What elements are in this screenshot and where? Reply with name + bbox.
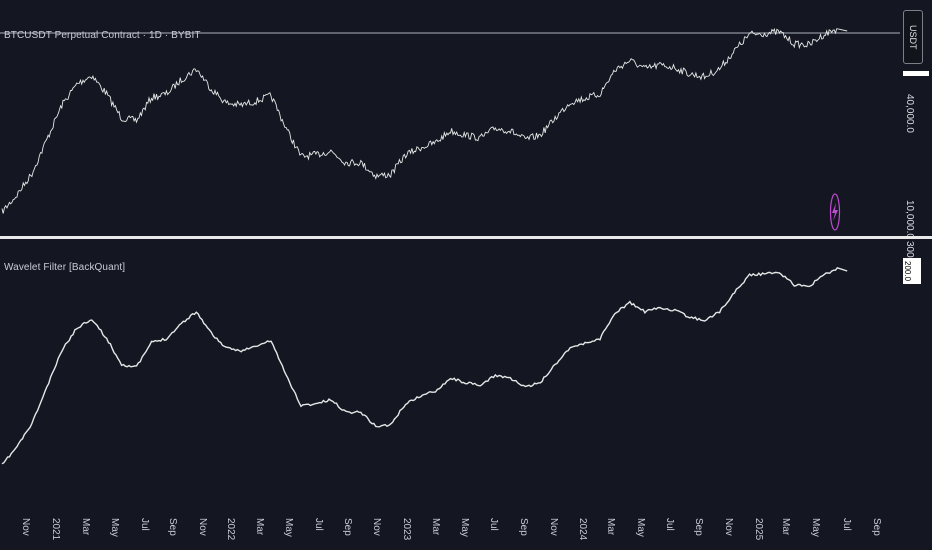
price-series-line — [1, 27, 848, 214]
price-pane-title: BTCUSDT Perpetual Contract · 1D · BYBIT — [4, 30, 201, 41]
time-axis-label: Sep — [167, 518, 178, 536]
time-axis-label: Nov — [197, 518, 208, 536]
time-axis-label: Sep — [342, 518, 353, 536]
indicator-value-tag: 200.0 — [903, 258, 921, 284]
time-axis-label: Sep — [693, 518, 704, 536]
time-axis-label: Jul — [841, 518, 852, 531]
price-tag-bar — [903, 71, 929, 76]
time-axis-label: Sep — [518, 518, 529, 536]
time-axis-label: Nov — [548, 518, 559, 536]
time-axis-label: May — [459, 518, 470, 537]
time-axis-label: 2022 — [225, 518, 236, 541]
time-axis-label: Sep — [871, 518, 882, 536]
time-axis-label: 2021 — [50, 518, 61, 541]
time-axis-label: 2025 — [753, 518, 764, 541]
price-scale-label: 40,000.0 — [904, 94, 915, 133]
time-axis: Nov 2021 Mar May Jul Sep Nov 2022 Mar May Jul Sep No… — [20, 518, 882, 541]
time-axis-label: May — [283, 518, 294, 537]
time-axis-label: May — [810, 518, 821, 537]
time-axis-label: Jul — [139, 518, 150, 531]
wavelet-filter-line — [1, 266, 848, 465]
pane-divider[interactable] — [0, 236, 932, 239]
currency-label: USDT — [908, 25, 918, 50]
price-pane-plot[interactable] — [0, 27, 900, 214]
time-axis-label: Nov — [20, 518, 31, 536]
time-axis-label: Nov — [371, 518, 382, 536]
time-axis-label: Mar — [254, 518, 265, 536]
time-axis-label: Mar — [605, 518, 616, 536]
indicator-pane-plot[interactable] — [1, 266, 848, 465]
time-axis-label: Jul — [313, 518, 324, 531]
time-axis-label: Jul — [488, 518, 499, 531]
time-axis-label: 2024 — [577, 518, 588, 541]
currency-button[interactable]: USDT — [903, 10, 923, 64]
time-axis-label: May — [109, 518, 120, 537]
time-axis-label: Mar — [780, 518, 791, 536]
time-axis-label: 2023 — [401, 518, 412, 541]
time-axis-label: Nov — [723, 518, 734, 536]
time-axis-label: Mar — [430, 518, 441, 536]
price-scale-label: 10,000.0 — [904, 200, 915, 239]
time-axis-label: Jul — [664, 518, 675, 531]
time-axis-label: May — [635, 518, 646, 537]
lightning-icon[interactable] — [829, 193, 841, 231]
time-axis-label: Mar — [80, 518, 91, 536]
indicator-pane-title: Wavelet Filter [BackQuant] — [4, 262, 126, 273]
